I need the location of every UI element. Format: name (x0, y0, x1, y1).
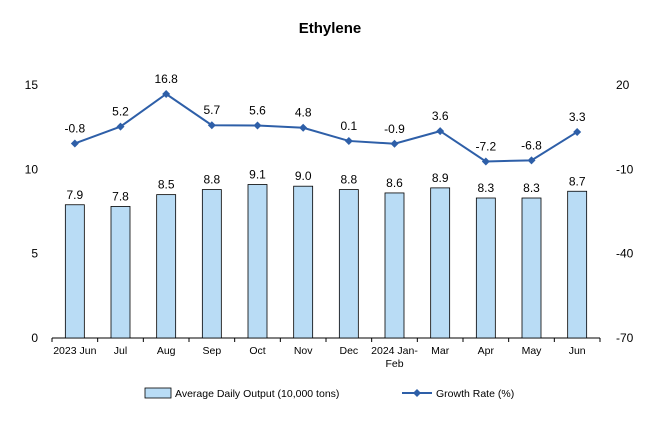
bar-value-label: 8.3 (477, 181, 494, 195)
growth-rate-marker (70, 139, 79, 148)
growth-rate-marker (573, 127, 582, 136)
bar (521, 197, 542, 339)
bar (430, 187, 451, 339)
x-axis-category-label: Oct (249, 345, 265, 357)
growth-rate-value-label: 4.8 (295, 106, 312, 120)
bar (293, 185, 314, 339)
x-axis-category-label: Jun (569, 345, 586, 357)
legend-bar-label: Average Daily Output (10,000 tons) (175, 388, 339, 400)
x-axis-category-label: May (522, 345, 543, 357)
x-axis-category-label: 2023 Jun (53, 345, 96, 357)
bar (156, 194, 177, 339)
right-axis-tick-label: 20 (616, 78, 630, 92)
growth-rate-value-label: -6.8 (521, 138, 542, 152)
bar-value-label: 9.1 (249, 168, 266, 182)
x-axis-category-label: Jul (114, 345, 127, 357)
legend-line-label: Growth Rate (%) (436, 388, 514, 400)
bar-value-label: 7.8 (112, 189, 129, 203)
bar-value-label: 8.8 (340, 173, 357, 187)
x-axis-category-label: Sep (202, 345, 221, 357)
x-axis-category-label: Mar (431, 345, 450, 357)
x-axis-category-label: Feb (385, 358, 403, 370)
left-axis-tick-label: 10 (25, 162, 39, 176)
bar-value-label: 8.8 (203, 173, 220, 187)
bar (567, 190, 588, 339)
x-axis-category-label: Apr (478, 345, 495, 357)
growth-rate-value-label: 5.7 (203, 103, 220, 117)
x-axis-category-label: Dec (339, 345, 358, 357)
growth-rate-value-label: 3.3 (569, 110, 586, 124)
x-axis-category-label: Nov (294, 345, 313, 357)
growth-rate-marker (527, 156, 536, 165)
bar-value-label: 8.5 (158, 178, 175, 192)
legend-bar-swatch (144, 387, 172, 399)
growth-rate-marker (253, 121, 262, 130)
bar (247, 184, 268, 339)
bar-value-label: 7.9 (66, 188, 83, 202)
growth-rate-value-label: -0.9 (384, 122, 405, 136)
left-axis-tick-label: 0 (31, 331, 38, 345)
legend-line-marker (413, 389, 421, 397)
bar-value-label: 8.7 (569, 174, 586, 188)
left-axis-tick-label: 15 (25, 78, 39, 92)
growth-rate-value-label: 16.8 (154, 72, 178, 86)
growth-rate-value-label: 0.1 (340, 119, 357, 133)
bar (338, 189, 359, 339)
growth-rate-marker (390, 139, 399, 148)
right-axis-tick-label: -40 (616, 247, 634, 261)
chart-title: Ethylene (298, 20, 362, 37)
bar-value-label: 9.0 (295, 169, 312, 183)
growth-rate-value-label: -0.8 (64, 121, 85, 135)
growth-rate-value-label: 5.2 (112, 105, 129, 119)
growth-rate-marker (116, 122, 125, 131)
growth-rate-marker (344, 136, 353, 145)
left-axis-tick-label: 5 (31, 247, 38, 261)
growth-rate-marker (436, 127, 445, 136)
growth-rate-marker (481, 157, 490, 166)
x-axis-category-label: 2024 Jan- (371, 345, 418, 357)
bar (64, 204, 85, 339)
growth-rate-marker (162, 89, 171, 98)
bar-value-label: 8.3 (523, 181, 540, 195)
bar (110, 206, 131, 339)
bar (201, 189, 222, 339)
x-axis-category-label: Aug (157, 345, 176, 357)
growth-rate-marker (207, 121, 216, 130)
growth-rate-marker (299, 123, 308, 132)
bar-value-label: 8.9 (432, 171, 449, 185)
right-axis-tick-label: -70 (616, 331, 634, 345)
bar (475, 197, 496, 339)
growth-rate-value-label: 5.6 (249, 103, 266, 117)
bar (384, 192, 405, 339)
growth-rate-line (74, 92, 578, 163)
growth-rate-value-label: -7.2 (475, 139, 496, 153)
growth-rate-value-label: 3.6 (432, 109, 449, 123)
bar-value-label: 8.6 (386, 176, 403, 190)
right-axis-tick-label: -10 (616, 162, 634, 176)
